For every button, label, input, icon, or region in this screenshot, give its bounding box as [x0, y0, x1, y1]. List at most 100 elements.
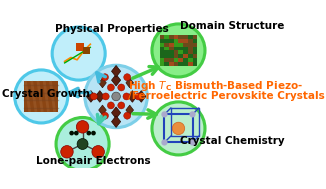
Polygon shape	[169, 62, 174, 66]
Polygon shape	[164, 58, 169, 62]
Polygon shape	[169, 50, 174, 54]
Polygon shape	[126, 78, 134, 88]
Circle shape	[83, 64, 149, 129]
Polygon shape	[164, 35, 169, 39]
Polygon shape	[178, 39, 183, 43]
Polygon shape	[99, 78, 106, 88]
Polygon shape	[160, 39, 164, 43]
Circle shape	[135, 93, 142, 100]
Circle shape	[91, 131, 96, 136]
Polygon shape	[160, 46, 164, 50]
Polygon shape	[193, 46, 197, 50]
Circle shape	[51, 26, 107, 82]
Circle shape	[92, 146, 104, 158]
Polygon shape	[183, 39, 188, 43]
Polygon shape	[188, 58, 193, 62]
Polygon shape	[188, 39, 193, 43]
Polygon shape	[160, 54, 164, 58]
Polygon shape	[128, 91, 137, 102]
Polygon shape	[183, 43, 188, 46]
Polygon shape	[188, 50, 193, 54]
Polygon shape	[111, 116, 121, 127]
Circle shape	[54, 29, 104, 78]
Circle shape	[161, 111, 168, 118]
Circle shape	[13, 68, 69, 125]
Circle shape	[101, 74, 109, 81]
Polygon shape	[169, 54, 174, 58]
Polygon shape	[169, 43, 174, 46]
Circle shape	[69, 131, 74, 136]
Circle shape	[124, 74, 131, 81]
Text: Physical Properties: Physical Properties	[55, 24, 169, 34]
Polygon shape	[178, 46, 183, 50]
Circle shape	[86, 67, 146, 126]
Circle shape	[54, 116, 111, 172]
Polygon shape	[160, 62, 164, 66]
Circle shape	[118, 84, 125, 91]
Polygon shape	[164, 62, 169, 66]
Circle shape	[58, 119, 108, 169]
Polygon shape	[174, 39, 178, 43]
Circle shape	[118, 102, 125, 109]
Circle shape	[74, 131, 79, 136]
Circle shape	[16, 71, 66, 121]
Circle shape	[161, 139, 168, 146]
Circle shape	[107, 84, 114, 91]
Polygon shape	[178, 54, 183, 58]
Polygon shape	[174, 43, 178, 46]
Polygon shape	[183, 50, 188, 54]
Polygon shape	[178, 43, 183, 46]
Polygon shape	[174, 35, 178, 39]
Polygon shape	[178, 58, 183, 62]
Polygon shape	[137, 91, 146, 102]
Polygon shape	[188, 62, 193, 66]
Polygon shape	[183, 58, 188, 62]
Polygon shape	[86, 91, 96, 102]
Polygon shape	[188, 35, 193, 39]
Polygon shape	[193, 62, 197, 66]
Polygon shape	[160, 35, 164, 39]
Polygon shape	[174, 62, 178, 66]
Polygon shape	[183, 54, 188, 58]
Circle shape	[101, 112, 109, 119]
Circle shape	[189, 139, 196, 146]
Circle shape	[124, 112, 131, 119]
Circle shape	[189, 111, 196, 118]
Circle shape	[172, 122, 185, 135]
Polygon shape	[169, 58, 174, 62]
Polygon shape	[188, 43, 193, 46]
Circle shape	[154, 103, 203, 153]
Polygon shape	[193, 54, 197, 58]
Circle shape	[150, 22, 207, 78]
Polygon shape	[82, 46, 90, 54]
Polygon shape	[111, 65, 121, 77]
Polygon shape	[164, 39, 169, 43]
Polygon shape	[111, 74, 121, 86]
Polygon shape	[183, 46, 188, 50]
Polygon shape	[164, 46, 169, 50]
Text: Crystal Growth: Crystal Growth	[2, 89, 90, 99]
Polygon shape	[160, 43, 164, 46]
Polygon shape	[183, 35, 188, 39]
Polygon shape	[24, 81, 58, 112]
Polygon shape	[178, 35, 183, 39]
Polygon shape	[193, 58, 197, 62]
Circle shape	[107, 102, 114, 109]
Polygon shape	[99, 105, 106, 115]
Polygon shape	[126, 105, 134, 115]
Circle shape	[86, 131, 91, 136]
Circle shape	[76, 121, 89, 133]
Polygon shape	[160, 50, 164, 54]
Polygon shape	[160, 58, 164, 62]
Polygon shape	[193, 50, 197, 54]
Polygon shape	[178, 50, 183, 54]
Circle shape	[77, 139, 88, 149]
Polygon shape	[174, 46, 178, 50]
Text: /Ferroelectric Perovskite Crystals: /Ferroelectric Perovskite Crystals	[128, 91, 325, 101]
Polygon shape	[111, 107, 121, 119]
Circle shape	[102, 93, 109, 100]
Polygon shape	[174, 58, 178, 62]
Polygon shape	[188, 46, 193, 50]
Polygon shape	[95, 91, 104, 102]
Polygon shape	[193, 43, 197, 46]
